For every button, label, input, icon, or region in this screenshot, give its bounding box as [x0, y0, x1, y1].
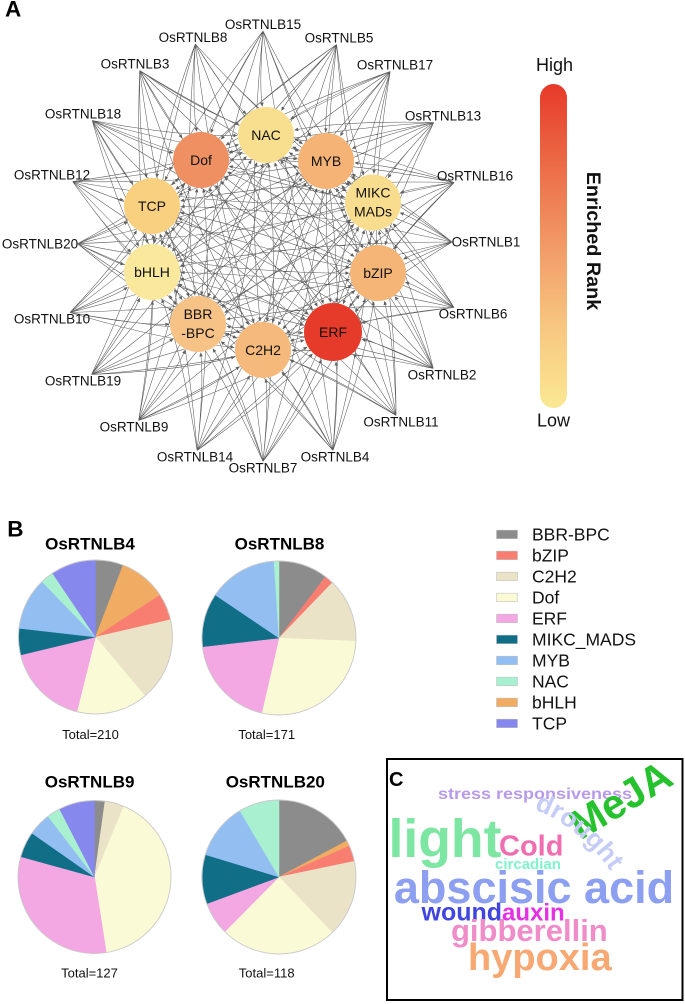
svg-text:Low: Low — [537, 411, 571, 431]
svg-text:A: A — [5, 0, 21, 22]
svg-text:MYB: MYB — [532, 650, 570, 670]
svg-text:circadian: circadian — [495, 856, 561, 873]
svg-text:OsRTNLB10: OsRTNLB10 — [14, 312, 90, 327]
svg-text:Dof: Dof — [190, 152, 212, 168]
svg-text:abscisic acid: abscisic acid — [394, 862, 674, 913]
svg-text:OsRTNLB18: OsRTNLB18 — [45, 107, 121, 122]
svg-text:OsRTNLB4: OsRTNLB4 — [45, 535, 135, 554]
svg-text:hypoxia: hypoxia — [468, 937, 612, 979]
svg-text:OsRTNLB6: OsRTNLB6 — [439, 307, 508, 322]
svg-text:OsRTNLB9: OsRTNLB9 — [45, 773, 135, 792]
svg-text:Total=127: Total=127 — [61, 965, 118, 980]
svg-text:C2H2: C2H2 — [532, 566, 577, 586]
svg-text:OsRTNLB20: OsRTNLB20 — [226, 773, 325, 792]
svg-text:OsRTNLB19: OsRTNLB19 — [45, 374, 121, 389]
svg-text:bZIP: bZIP — [363, 265, 393, 281]
svg-text:C2H2: C2H2 — [245, 342, 281, 358]
svg-text:OsRTNLB17: OsRTNLB17 — [357, 58, 433, 73]
svg-text:Cold: Cold — [499, 831, 563, 863]
svg-text:OsRTNLB15: OsRTNLB15 — [225, 17, 301, 32]
svg-text:TCP: TCP — [532, 713, 567, 733]
svg-text:OsRTNLB12: OsRTNLB12 — [14, 168, 90, 183]
svg-text:BBR-BPC: BBR-BPC — [532, 524, 610, 544]
svg-text:OsRTNLB4: OsRTNLB4 — [301, 450, 370, 465]
svg-text:-BPC: -BPC — [181, 325, 214, 341]
svg-text:OsRTNLB5: OsRTNLB5 — [305, 31, 374, 46]
svg-text:Dof: Dof — [532, 587, 559, 607]
svg-text:Total=171: Total=171 — [238, 727, 295, 742]
svg-text:ERF: ERF — [532, 608, 567, 628]
svg-text:OsRTNLB14: OsRTNLB14 — [157, 450, 234, 465]
svg-text:OsRTNLB8: OsRTNLB8 — [235, 535, 325, 554]
svg-text:TCP: TCP — [138, 198, 166, 214]
svg-text:OsRTNLB13: OsRTNLB13 — [405, 109, 481, 124]
svg-text:BBR: BBR — [184, 306, 213, 322]
svg-text:B: B — [7, 517, 23, 542]
svg-text:Total=118: Total=118 — [239, 965, 295, 980]
svg-text:ERF: ERF — [319, 324, 347, 340]
svg-text:NAC: NAC — [251, 127, 281, 143]
svg-text:OsRTNLB9: OsRTNLB9 — [100, 420, 169, 435]
svg-text:High: High — [536, 55, 573, 75]
svg-text:auxin: auxin — [502, 900, 565, 927]
svg-text:Total=210: Total=210 — [62, 727, 119, 742]
svg-text:light: light — [389, 810, 502, 869]
svg-text:OsRTNLB11: OsRTNLB11 — [363, 415, 438, 430]
svg-text:gibberellin: gibberellin — [451, 913, 608, 948]
svg-text:OsRTNLB20: OsRTNLB20 — [2, 237, 78, 252]
svg-text:OsRTNLB1: OsRTNLB1 — [452, 235, 521, 250]
svg-text:bZIP: bZIP — [532, 545, 569, 565]
svg-text:bHLH: bHLH — [532, 692, 577, 712]
svg-text:MYB: MYB — [311, 153, 341, 169]
svg-text:C: C — [389, 769, 403, 791]
svg-text:OsRTNLB16: OsRTNLB16 — [437, 169, 513, 184]
svg-text:Enriched Rank: Enriched Rank — [582, 172, 604, 312]
svg-text:OsRTNLB8: OsRTNLB8 — [159, 30, 228, 45]
svg-text:OsRTNLB2: OsRTNLB2 — [408, 368, 477, 383]
svg-text:OsRTNLB7: OsRTNLB7 — [229, 461, 298, 476]
svg-text:OsRTNLB3: OsRTNLB3 — [101, 57, 170, 72]
svg-text:stress responsiveness: stress responsiveness — [438, 786, 632, 803]
svg-text:bHLH: bHLH — [134, 264, 170, 280]
svg-text:wound: wound — [421, 899, 503, 927]
svg-text:MADs: MADs — [354, 204, 392, 220]
svg-text:MIKC: MIKC — [356, 185, 391, 201]
svg-text:MIKC_MADS: MIKC_MADS — [532, 629, 636, 650]
svg-text:NAC: NAC — [532, 671, 569, 691]
